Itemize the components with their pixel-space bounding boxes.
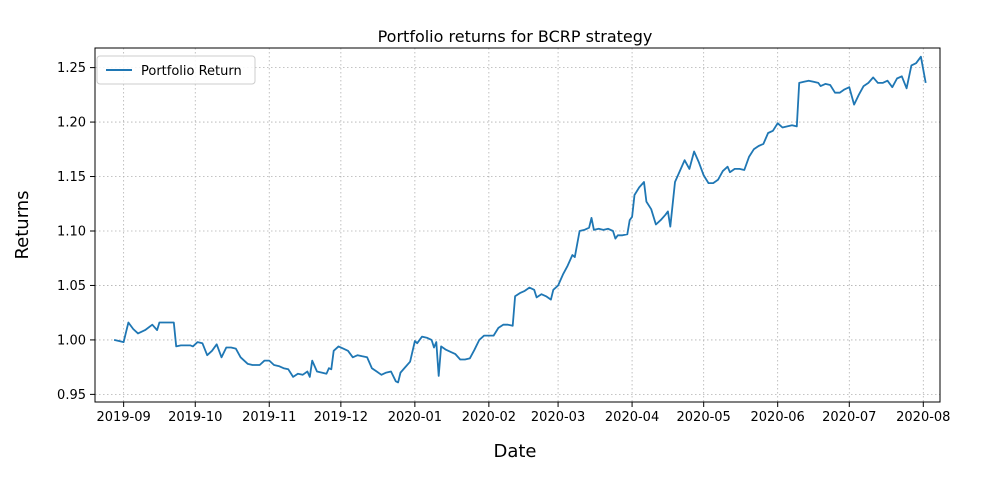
chart-title: Portfolio returns for BCRP strategy xyxy=(378,27,653,46)
x-tick-label: 2020-07 xyxy=(822,410,876,425)
x-tick-label: 2020-04 xyxy=(605,410,659,425)
y-axis: 0.95 1.00 1.05 1.10 1.15 1.20 1.25 xyxy=(57,61,95,403)
y-tick-label: 1.00 xyxy=(57,333,86,348)
series-line-portfolio-return xyxy=(113,55,927,384)
legend-label: Portfolio Return xyxy=(141,64,242,79)
legend-box xyxy=(96,55,256,85)
x-axis: 2019-09 2019-10 2019-11 2019-12 2020-01 2020-… xyxy=(96,402,950,425)
x-tick-label: 2019-10 xyxy=(168,410,222,425)
x-tick-label: 2020-03 xyxy=(531,410,585,425)
x-tick-label: 2020-06 xyxy=(751,410,805,425)
y-tick-label: 1.25 xyxy=(57,61,86,76)
y-tick-label: 1.15 xyxy=(57,170,86,185)
y-tick-label: 1.20 xyxy=(57,116,86,131)
x-axis-label: Date xyxy=(493,441,536,462)
y-axis-label: Returns xyxy=(12,190,33,259)
x-tick-label: 2020-05 xyxy=(677,410,731,425)
x-tick-label: 2019-09 xyxy=(96,410,150,425)
plot-frame xyxy=(94,47,941,403)
y-tick-label: 0.95 xyxy=(57,388,86,403)
x-tick-label: 2020-08 xyxy=(896,410,950,425)
y-tick-label: 1.05 xyxy=(57,279,86,294)
legend: Portfolio Return xyxy=(96,55,256,85)
y-tick-label: 1.10 xyxy=(57,224,86,239)
x-tick-label: 2019-12 xyxy=(314,410,368,425)
x-tick-label: 2020-02 xyxy=(462,410,516,425)
plot-area xyxy=(113,55,927,384)
x-tick-label: 2020-01 xyxy=(388,410,442,425)
x-tick-label: 2019-11 xyxy=(242,410,296,425)
